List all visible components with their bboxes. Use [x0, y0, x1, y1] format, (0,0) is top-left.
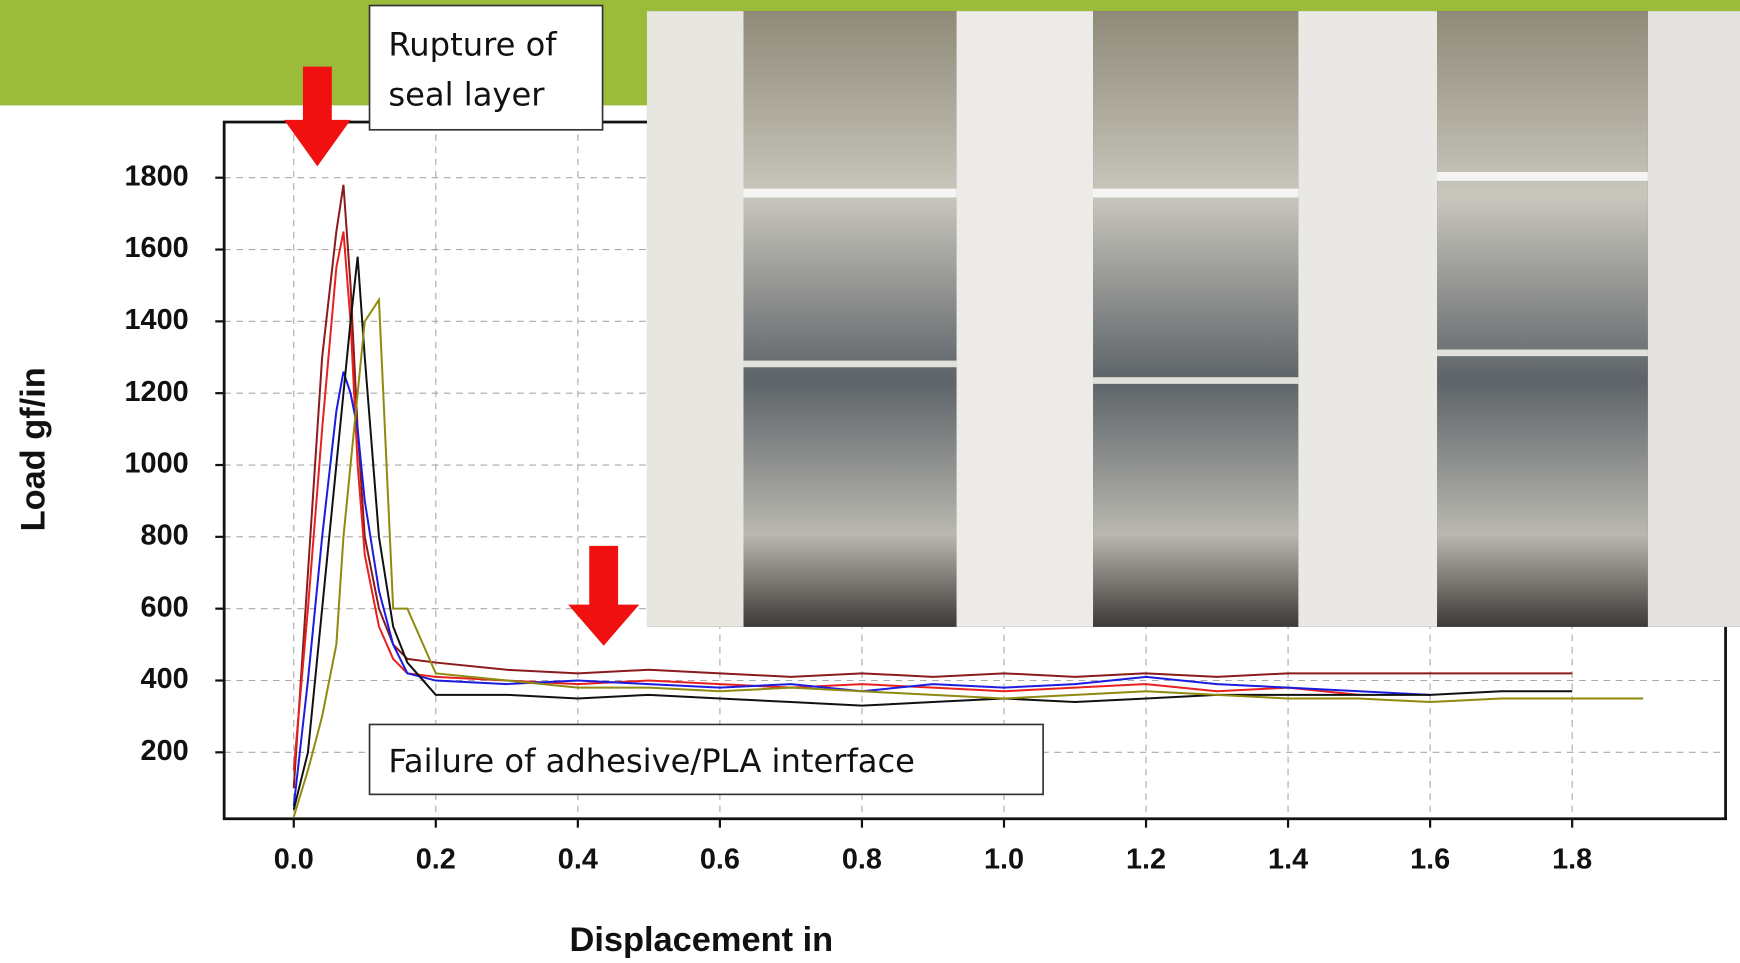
x-tick-label: 0.0: [274, 844, 314, 876]
seal-edge: [1093, 377, 1299, 384]
annotation-line: seal layer: [388, 75, 545, 113]
photo: [646, 11, 1740, 627]
x-tick-label: 0.8: [842, 844, 882, 876]
annotation-box: [368, 4, 604, 131]
x-tick-label: 1.4: [1268, 844, 1308, 876]
data-line: [292, 256, 1573, 811]
white-strip: [1298, 11, 1438, 627]
white-strip: [956, 11, 1094, 627]
y-tick-label: 1000: [125, 448, 189, 480]
white-strip: [646, 11, 744, 627]
seal-edge: [1093, 188, 1299, 198]
y-axis-label: Load gf/in: [14, 367, 52, 531]
arrow: [568, 545, 640, 646]
seal-edge: [1437, 349, 1648, 357]
y-tick-label: 600: [141, 591, 189, 623]
data-line: [292, 184, 1573, 789]
annotation: Rupture of seal layer: [388, 25, 566, 113]
arrow: [284, 66, 351, 167]
x-tick-label: 0.6: [700, 844, 740, 876]
seal-edge: [743, 360, 957, 368]
foil-strip: [1093, 11, 1299, 627]
x-tick-label: 1.6: [1410, 844, 1450, 876]
foil-strip: [1437, 11, 1648, 627]
y-tick-label: 1200: [125, 376, 189, 408]
annotation-box: [368, 723, 1044, 796]
data-line: [292, 296, 1644, 818]
seal-edge: [743, 188, 957, 198]
y-tick-label: 1400: [125, 304, 189, 336]
x-tick-label: 1.0: [984, 844, 1024, 876]
x-tick-label: 0.4: [558, 844, 598, 876]
foil-strip: [743, 11, 957, 627]
y-tick-label: 200: [141, 735, 189, 767]
white-strip: [1647, 11, 1740, 627]
y-tick-label: 1800: [125, 160, 189, 192]
annotation: Failure of adhesive/PLA interface: [388, 742, 915, 780]
y-tick-label: 400: [141, 663, 189, 695]
annotation-line: Rupture of: [388, 25, 557, 63]
y-tick-label: 800: [141, 519, 189, 551]
series-group: [292, 184, 1644, 818]
x-axis-label: Displacement in: [569, 921, 833, 959]
x-tick-label: 1.2: [1126, 844, 1166, 876]
x-tick-label: 1.8: [1552, 844, 1592, 876]
x-tick-label: 0.2: [416, 844, 456, 876]
seal-edge: [1437, 171, 1648, 181]
y-tick-label: 1600: [125, 232, 189, 264]
